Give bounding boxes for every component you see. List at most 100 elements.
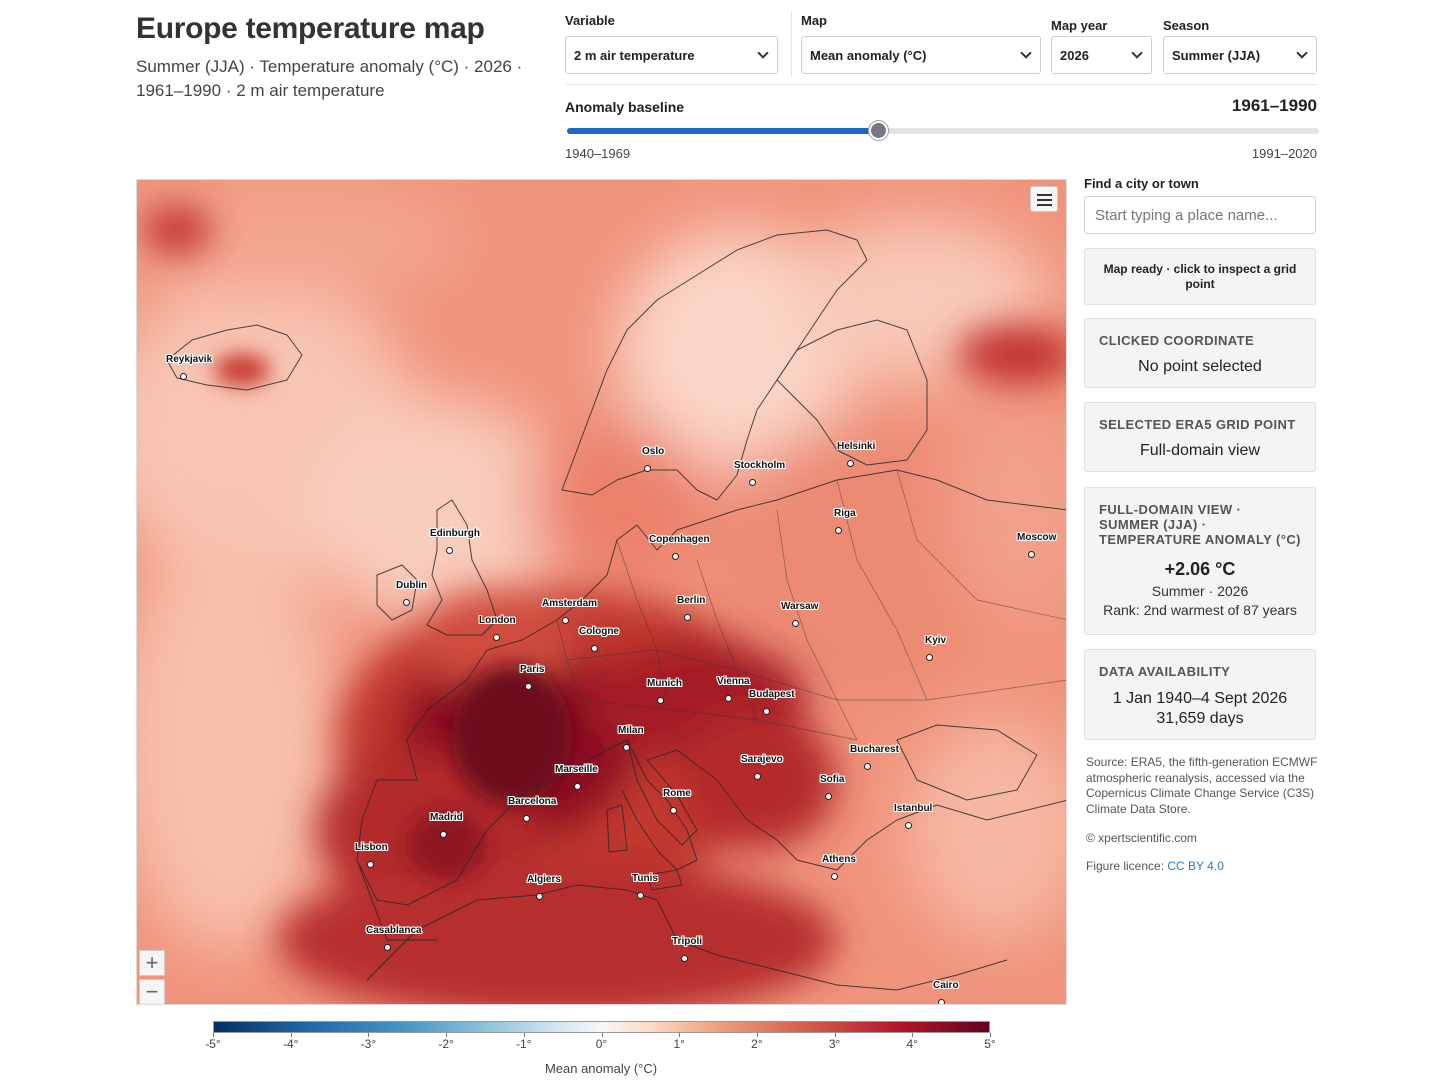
year-select-value: 2026 <box>1060 48 1089 63</box>
city-dot <box>835 527 842 534</box>
city-label: Helsinki <box>837 441 876 452</box>
source-note: Source: ERA5, the fifth-generation ECMWF… <box>1086 755 1318 816</box>
city-dot <box>525 683 532 690</box>
season-label: Season <box>1163 18 1210 33</box>
city-label: Istanbul <box>894 803 933 814</box>
city-label: Rome <box>663 788 691 799</box>
chevron-down-icon <box>757 47 769 59</box>
temperature-map[interactable]: Reykjavik Oslo Stockholm Helsinki Riga M… <box>136 179 1067 1005</box>
city-dot <box>384 944 391 951</box>
city-label: Reykjavik <box>166 354 213 365</box>
city-dot <box>763 708 770 715</box>
colorbar-tick-mark <box>368 1033 370 1037</box>
find-city-input[interactable] <box>1084 196 1316 234</box>
baseline-label: Anomaly baseline <box>565 99 685 115</box>
colorbar-tick-mark <box>756 1033 758 1037</box>
zoom-out-button[interactable]: − <box>139 979 165 1004</box>
page-title: Europe temperature map <box>136 12 485 45</box>
baseline-value: 1961–1990 <box>1231 96 1317 115</box>
colorbar-tick-mark <box>679 1033 681 1037</box>
city-dot <box>562 617 569 624</box>
map-select-value: Mean anomaly (°C) <box>810 48 927 63</box>
city-dot <box>847 460 854 467</box>
baseline-slider-handle[interactable] <box>869 121 888 140</box>
city-dot <box>672 553 679 560</box>
variable-select-value: 2 m air temperature <box>574 48 695 63</box>
controls-rule <box>565 84 1317 85</box>
clicked-coordinate-value: No point selected <box>1138 358 1262 375</box>
colorbar-tick-mark <box>990 1033 991 1037</box>
city-dot <box>926 654 933 661</box>
city-dot <box>825 793 832 800</box>
city-label: Athens <box>822 854 856 865</box>
city-label: Cairo <box>933 980 959 991</box>
city-label: Oslo <box>642 446 665 457</box>
city-label: Amsterdam <box>542 598 598 609</box>
baseline-min-label: 1940–1969 <box>565 146 631 161</box>
colorbar-tick-mark <box>834 1033 836 1037</box>
city-label: Lisbon <box>355 842 388 853</box>
colorbar-tick-mark <box>601 1033 603 1037</box>
city-label: Stockholm <box>734 460 786 471</box>
city-label: Edinburgh <box>430 528 480 539</box>
city-dot <box>905 822 912 829</box>
city-dot <box>644 465 651 472</box>
city-dot <box>749 479 756 486</box>
city-label: Marseille <box>555 764 598 775</box>
city-dot <box>864 763 871 770</box>
colorbar-tick-label: -1° <box>516 1037 532 1051</box>
city-label: Madrid <box>430 812 463 823</box>
colorbar-tick-label: 2° <box>751 1037 763 1051</box>
city-dot <box>1028 551 1035 558</box>
city-label: Warsaw <box>781 601 819 612</box>
city-dot <box>493 634 500 641</box>
variable-select[interactable]: 2 m air temperature <box>565 36 778 74</box>
baseline-slider[interactable] <box>567 121 1319 140</box>
colorbar-tick-label: -5° <box>205 1037 221 1051</box>
find-city-label: Find a city or town <box>1084 176 1199 191</box>
status-card: Map ready · click to inspect a grid poin… <box>1084 248 1316 305</box>
map-select[interactable]: Mean anomaly (°C) <box>801 36 1041 74</box>
city-dot <box>684 614 691 621</box>
baseline-max-label: 1991–2020 <box>1251 146 1317 161</box>
city-label: Algiers <box>527 874 561 885</box>
city-label: Dublin <box>396 580 428 591</box>
city-dot <box>403 599 410 606</box>
city-dot <box>591 645 598 652</box>
clicked-coordinate-heading: Clicked coordinate <box>1099 333 1255 348</box>
summary-anomaly-value: +2.06 °C <box>1164 559 1236 579</box>
city-label: Cologne <box>579 626 619 637</box>
city-label: Moscow <box>1017 532 1057 543</box>
hamburger-icon-bar <box>1037 204 1052 206</box>
city-label: Milan <box>618 725 644 736</box>
colorbar-tick-label: -3° <box>360 1037 377 1051</box>
colorbar-tick-mark <box>446 1033 448 1037</box>
city-dot <box>180 373 187 380</box>
hamburger-icon-bar <box>1037 199 1052 201</box>
city-label: London <box>479 615 516 626</box>
availability-days: 31,659 days <box>1156 710 1244 727</box>
summary-card: Full-domain view · Summer (JJA) · Temper… <box>1084 487 1316 635</box>
colorbar-tick-mark <box>290 1033 292 1037</box>
map-status: Map ready · click to inspect a grid poin… <box>1103 262 1297 291</box>
colorbar-tick-mark <box>912 1033 914 1037</box>
zoom-in-button[interactable]: + <box>139 950 165 976</box>
city-dot <box>792 620 799 627</box>
chevron-down-icon <box>1131 47 1143 59</box>
colorbar-tick-label: -4° <box>282 1037 299 1051</box>
chevron-down-icon <box>1296 47 1308 59</box>
anomaly-raster <box>137 180 1066 1004</box>
city-label: Vienna <box>717 676 750 687</box>
clicked-coordinate-card: Clicked coordinate No point selected <box>1084 318 1316 388</box>
season-select[interactable]: Summer (JJA) <box>1163 36 1317 74</box>
city-dot <box>657 697 664 704</box>
copyright-note: © xpertscientific.com <box>1086 831 1197 845</box>
layers-menu-button[interactable] <box>1030 186 1058 212</box>
city-dot <box>536 893 543 900</box>
city-dot <box>446 547 453 554</box>
city-dot <box>574 783 581 790</box>
year-select[interactable]: 2026 <box>1051 36 1152 74</box>
city-dot <box>754 773 761 780</box>
licence-link[interactable]: CC BY 4.0 <box>1167 859 1224 873</box>
city-label: Barcelona <box>508 796 557 807</box>
